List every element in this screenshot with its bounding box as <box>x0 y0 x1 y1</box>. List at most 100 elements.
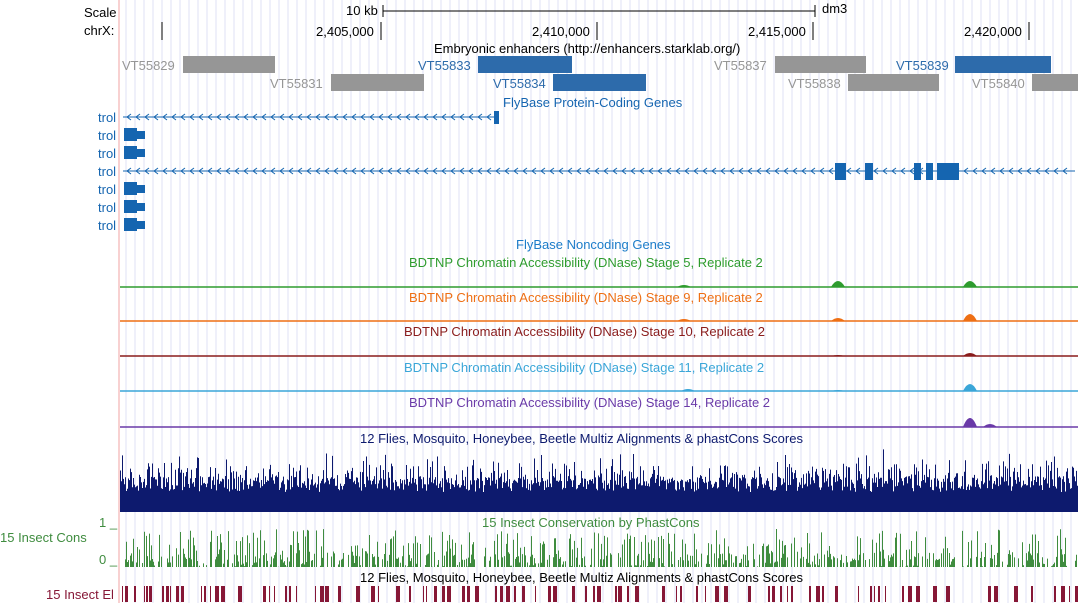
strand-arrow <box>279 113 285 121</box>
dnase-track-title[interactable]: BDTNP Chromatin Accessibility (DNase) St… <box>404 360 765 375</box>
strand-arrow <box>243 167 249 175</box>
genes-track-title[interactable]: FlyBase Protein-Coding Genes <box>503 95 683 110</box>
strand-arrow <box>270 167 276 175</box>
strand-arrow <box>657 167 663 175</box>
strand-arrow <box>999 167 1005 175</box>
gene-exon <box>124 200 137 213</box>
element-block <box>289 586 291 602</box>
element-block <box>122 586 123 602</box>
gene-label[interactable]: trol <box>98 200 117 215</box>
dnase-track-title[interactable]: BDTNP Chromatin Accessibility (DNase) St… <box>409 290 763 305</box>
strand-arrow <box>360 113 366 121</box>
strand-arrow <box>252 113 258 121</box>
element-block <box>134 586 136 602</box>
strand-arrow <box>819 167 825 175</box>
gene-exon <box>137 131 145 139</box>
strand-arrow <box>963 167 969 175</box>
strand-arrow <box>153 167 159 175</box>
gene-label[interactable]: trol <box>98 182 117 197</box>
strand-arrow <box>576 167 582 175</box>
gene-label[interactable]: trol <box>98 146 117 161</box>
strand-arrow <box>981 167 987 175</box>
dnase-track-title[interactable]: BDTNP Chromatin Accessibility (DNase) St… <box>409 255 763 270</box>
gene-exon <box>137 203 145 211</box>
enhancer-label[interactable]: VT55838 <box>788 76 841 91</box>
noncoding-track-title[interactable]: FlyBase Noncoding Genes <box>516 237 671 252</box>
element-block <box>315 586 316 602</box>
strand-arrow <box>405 113 411 121</box>
element-block <box>462 586 465 602</box>
element-block <box>816 586 820 602</box>
multiz-track-title[interactable]: 12 Flies, Mosquito, Honeybee, Beetle Mul… <box>360 431 803 446</box>
strand-arrow <box>315 113 321 121</box>
strand-arrow <box>270 113 276 121</box>
scale-bar-label: 10 kb <box>346 3 378 18</box>
strand-arrow <box>306 167 312 175</box>
strand-arrow <box>333 113 339 121</box>
strand-arrow <box>1026 167 1032 175</box>
elements-side-label[interactable]: 15 Insect El <box>46 587 114 602</box>
strand-arrow <box>783 167 789 175</box>
element-block <box>635 586 639 602</box>
element-block <box>535 586 536 602</box>
gene-exon <box>494 111 499 124</box>
cons-track-title[interactable]: 15 Insect Conservation by PhastCons <box>482 515 700 530</box>
strand-arrow <box>378 113 384 121</box>
strand-arrow <box>189 113 195 121</box>
element-block <box>269 586 270 602</box>
gene-label[interactable]: trol <box>98 128 117 143</box>
strand-arrow <box>477 167 483 175</box>
enhancer-label[interactable]: VT55839 <box>896 58 949 73</box>
strand-arrow <box>756 167 762 175</box>
strand-arrow <box>450 167 456 175</box>
enhancer-label[interactable]: VT55829 <box>122 58 175 73</box>
position-tick-label: 2,410,000 <box>532 24 590 39</box>
enhancers-track-title[interactable]: Embryonic enhancers (http://enhancers.st… <box>434 41 741 56</box>
cons-side-label[interactable]: 15 Insect Cons <box>0 530 87 545</box>
strand-arrow <box>1017 167 1023 175</box>
enhancer-label[interactable]: VT55834 <box>493 76 546 91</box>
strand-arrow <box>243 113 249 121</box>
element-block <box>748 586 751 602</box>
elements-track-title[interactable]: 12 Flies, Mosquito, Honeybee, Beetle Mul… <box>360 570 803 585</box>
strand-arrow <box>990 167 996 175</box>
strand-arrow <box>522 167 528 175</box>
gene-exon <box>865 163 873 180</box>
dnase-track-title[interactable]: BDTNP Chromatin Accessibility (DNase) St… <box>409 395 771 410</box>
element-block <box>181 586 184 602</box>
element-block <box>201 586 202 602</box>
element-block <box>506 586 510 602</box>
strand-arrow <box>423 113 429 121</box>
dnase-track-title[interactable]: BDTNP Chromatin Accessibility (DNase) St… <box>404 324 766 339</box>
gene-label[interactable]: trol <box>98 218 117 233</box>
enhancer-label[interactable]: VT55837 <box>714 58 767 73</box>
strand-arrow <box>792 167 798 175</box>
dnase-peak <box>983 424 997 427</box>
strand-arrow <box>540 167 546 175</box>
element-block <box>994 586 998 602</box>
strand-arrow <box>891 167 897 175</box>
strand-arrow <box>171 113 177 121</box>
strand-arrow <box>639 167 645 175</box>
strand-arrow <box>153 113 159 121</box>
gene-exon <box>124 182 137 195</box>
element-block <box>1031 586 1033 602</box>
strand-arrow <box>180 113 186 121</box>
element-block <box>988 586 991 602</box>
element-block <box>787 586 788 602</box>
element-block <box>615 586 617 602</box>
assembly-label: dm3 <box>822 1 848 16</box>
strand-arrow <box>405 167 411 175</box>
enhancer-label[interactable]: VT55833 <box>418 58 471 73</box>
element-block <box>500 586 503 602</box>
enhancer-label[interactable]: VT55840 <box>972 76 1025 91</box>
gene-label[interactable]: trol <box>98 164 117 179</box>
strand-arrow <box>468 113 474 121</box>
strand-arrow <box>414 167 420 175</box>
strand-arrow <box>414 113 420 121</box>
gene-label[interactable]: trol <box>98 110 117 125</box>
enhancer-label[interactable]: VT55831 <box>270 76 323 91</box>
cons-min-label: 0 _ <box>99 552 118 567</box>
